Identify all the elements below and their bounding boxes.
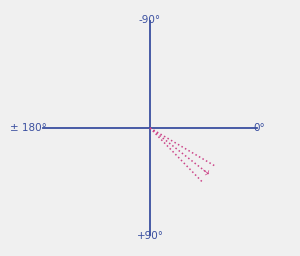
Text: +90°: +90°	[136, 231, 164, 241]
Text: 0°: 0°	[254, 123, 265, 133]
Text: -90°: -90°	[139, 15, 161, 25]
Text: ± 180°: ± 180°	[10, 123, 46, 133]
